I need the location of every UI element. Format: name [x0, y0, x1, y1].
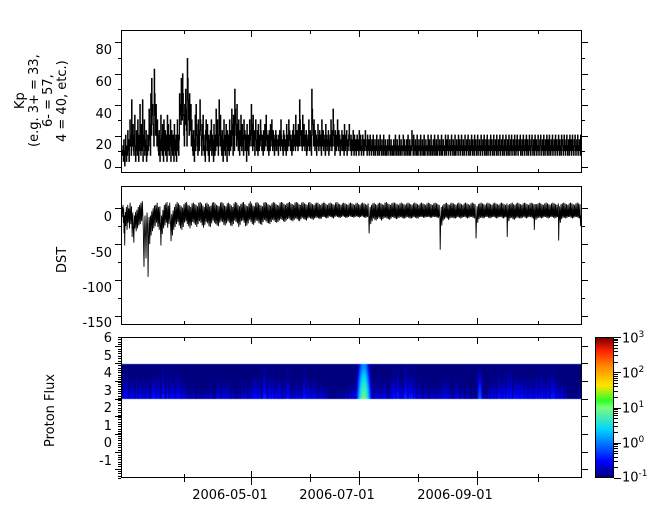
kp-ytick-40: 40 [95, 107, 112, 122]
colorbar-exponent-2: 2 [638, 365, 645, 375]
colorbar-label-1e0: 100 [622, 435, 645, 452]
proton-flux-panel [121, 337, 582, 478]
colorbar-exponent-1: 1 [638, 400, 645, 410]
pf-ytick-m1: -1 [99, 454, 112, 469]
proton-flux-colorbar[interactable] [595, 337, 614, 478]
xtick-label-1: 2006-07-01 [299, 488, 375, 503]
pf-ytick-5: 5 [103, 349, 112, 364]
kp-panel [121, 30, 582, 173]
colorbar-label-1e2: 102 [622, 365, 645, 382]
dst-ytick-m150: -150 [82, 316, 112, 331]
proton-flux-ylabel: Proton Flux [43, 373, 58, 447]
dst-panel [121, 186, 582, 325]
colorbar-exponent-0: 0 [638, 435, 645, 445]
kp-ylabel: Kp (e.g. 3+ = 33, 6- = 57, 4 = 40, etc.) [13, 54, 71, 148]
pf-ytick-0: 0 [103, 436, 112, 451]
xtick-label-0: 2006-05-01 [192, 488, 268, 503]
dst-ytick-m50: -50 [90, 246, 112, 261]
pf-ytick-1: 1 [103, 419, 112, 434]
xtick-label-2: 2006-09-01 [417, 488, 493, 503]
kp-ytick-0: 0 [103, 158, 112, 173]
kp-ytick-20: 20 [95, 138, 112, 153]
kp-series [122, 31, 581, 172]
colorbar-label-1em1: 10-1 [622, 469, 648, 486]
kp-ytick-80: 80 [95, 43, 112, 58]
dst-series [122, 187, 581, 324]
pf-ytick-6: 6 [103, 331, 112, 346]
colorbar-exponent-3: 3 [638, 330, 645, 340]
colorbar-gradient [596, 338, 613, 477]
pf-ytick-3: 3 [103, 384, 112, 399]
colorbar-label-1e3: 103 [622, 330, 645, 347]
colorbar-label-1e1: 101 [622, 400, 645, 417]
kp-ytick-60: 60 [95, 75, 112, 90]
proton-flux-heatmap [122, 338, 581, 477]
dst-ytick-m100: -100 [82, 281, 112, 296]
pf-ytick-4: 4 [103, 366, 112, 381]
dst-ytick-0: 0 [103, 210, 112, 225]
pf-ytick-2: 2 [103, 401, 112, 416]
colorbar-exponent-m1: -1 [638, 469, 648, 479]
